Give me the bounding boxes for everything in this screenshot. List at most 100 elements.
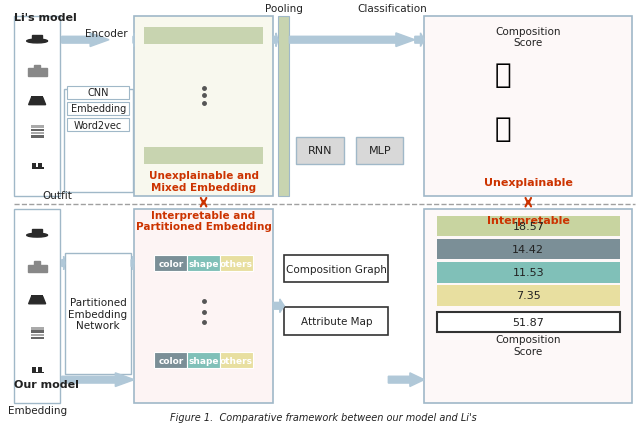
FancyBboxPatch shape [65,254,131,374]
Text: Composition Graph: Composition Graph [286,264,387,274]
FancyArrow shape [415,34,424,47]
FancyBboxPatch shape [33,368,36,373]
FancyBboxPatch shape [187,352,220,369]
FancyBboxPatch shape [31,331,44,333]
Text: Interpretable and
Partitioned Embedding: Interpretable and Partitioned Embedding [136,210,271,232]
Text: Figure 1.  Comparative framework between our model and Li's: Figure 1. Comparative framework between … [170,412,477,422]
Text: Li's model: Li's model [15,13,77,23]
FancyBboxPatch shape [15,17,60,197]
FancyBboxPatch shape [31,96,43,98]
Text: Attribute Map: Attribute Map [301,316,372,326]
FancyBboxPatch shape [38,368,42,373]
FancyBboxPatch shape [154,255,187,271]
Text: others: others [220,356,253,365]
FancyBboxPatch shape [67,103,129,116]
Text: color: color [158,259,184,268]
FancyArrow shape [289,34,415,47]
FancyBboxPatch shape [154,352,187,369]
FancyBboxPatch shape [31,126,44,129]
FancyBboxPatch shape [284,307,388,335]
FancyBboxPatch shape [134,17,273,197]
Ellipse shape [27,40,47,44]
FancyArrow shape [388,373,424,387]
Text: CNN: CNN [88,88,109,98]
Text: Embedding: Embedding [70,104,126,114]
FancyArrow shape [61,257,65,270]
FancyArrow shape [61,34,109,47]
Text: Composition
Score: Composition Score [495,335,561,356]
Text: Embedding: Embedding [8,405,67,415]
FancyBboxPatch shape [424,209,632,403]
FancyBboxPatch shape [437,312,620,332]
Text: shape: shape [188,259,219,268]
FancyArrow shape [273,299,284,313]
Text: color: color [158,356,184,365]
Text: Word2vec: Word2vec [74,120,122,130]
Text: Unexplainable and
Mixed Embedding: Unexplainable and Mixed Embedding [148,171,259,192]
FancyBboxPatch shape [38,163,42,169]
Polygon shape [29,297,45,304]
Text: Partitioned
Embedding
Network: Partitioned Embedding Network [68,297,127,330]
Text: Encoder: Encoder [84,28,127,38]
Text: Composition
Score: Composition Score [495,27,561,48]
FancyBboxPatch shape [33,163,36,169]
FancyBboxPatch shape [31,337,44,340]
Text: Our model: Our model [15,380,79,390]
FancyBboxPatch shape [67,119,129,132]
FancyBboxPatch shape [144,28,264,45]
Text: 👍: 👍 [495,61,511,89]
Polygon shape [28,262,47,273]
FancyBboxPatch shape [31,295,43,297]
Polygon shape [28,66,47,77]
Text: RNN: RNN [308,146,332,156]
FancyArrow shape [133,34,134,47]
FancyBboxPatch shape [31,129,44,132]
FancyBboxPatch shape [437,216,620,237]
FancyBboxPatch shape [38,372,44,374]
Text: 51.87: 51.87 [513,317,544,327]
Text: Interpretable: Interpretable [487,215,570,225]
FancyBboxPatch shape [220,352,253,369]
Ellipse shape [27,233,47,237]
FancyBboxPatch shape [31,136,44,138]
FancyBboxPatch shape [31,328,44,330]
FancyBboxPatch shape [356,138,403,164]
FancyBboxPatch shape [33,168,38,169]
FancyBboxPatch shape [31,132,44,135]
FancyBboxPatch shape [15,209,60,403]
FancyBboxPatch shape [424,17,632,197]
Text: 7.35: 7.35 [516,291,541,301]
FancyBboxPatch shape [67,86,129,99]
Text: Pooling: Pooling [265,4,303,14]
Text: MLP: MLP [369,146,391,156]
Text: 11.53: 11.53 [513,267,544,278]
FancyBboxPatch shape [33,372,38,374]
Polygon shape [29,98,45,105]
FancyBboxPatch shape [437,286,620,306]
Text: 14.42: 14.42 [512,245,544,255]
FancyBboxPatch shape [220,255,253,271]
Text: Classification: Classification [358,4,428,14]
FancyBboxPatch shape [278,17,289,197]
Text: Outfit: Outfit [43,191,73,201]
FancyArrow shape [273,34,278,47]
Text: 18.57: 18.57 [513,221,544,232]
FancyBboxPatch shape [134,209,273,403]
Text: 👎: 👎 [495,114,511,142]
FancyArrow shape [131,257,134,270]
FancyArrow shape [61,373,134,387]
FancyBboxPatch shape [38,168,44,169]
Text: shape: shape [188,356,219,365]
FancyBboxPatch shape [32,36,42,42]
Text: Unexplainable: Unexplainable [484,178,573,187]
FancyBboxPatch shape [437,240,620,260]
FancyBboxPatch shape [32,229,42,236]
FancyBboxPatch shape [31,334,44,336]
FancyBboxPatch shape [296,138,344,164]
FancyBboxPatch shape [63,90,133,192]
FancyBboxPatch shape [144,147,264,164]
FancyBboxPatch shape [284,255,388,283]
FancyBboxPatch shape [437,262,620,283]
FancyBboxPatch shape [187,255,220,271]
Text: others: others [220,259,253,268]
